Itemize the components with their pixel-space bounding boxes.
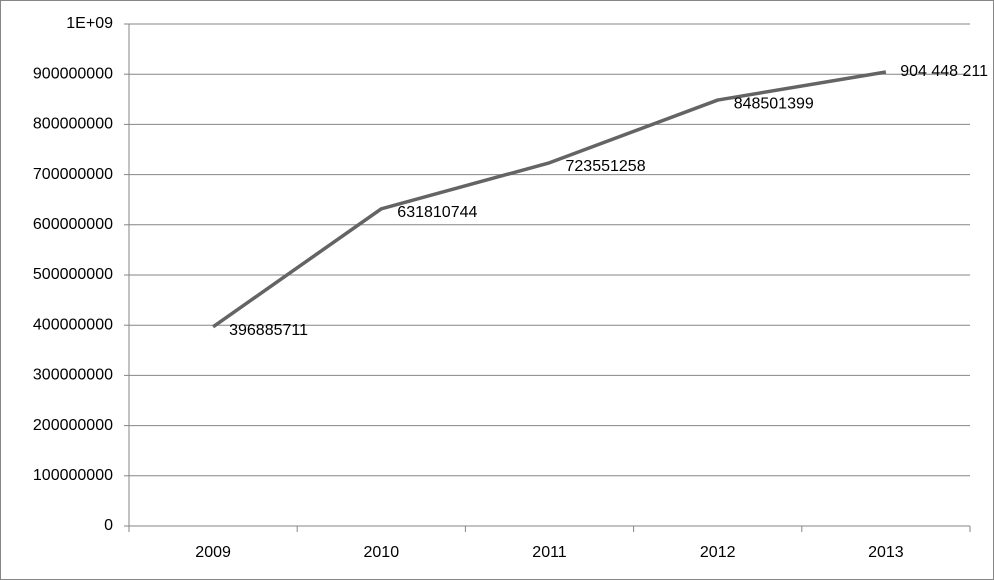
x-tick-label: 2013 (868, 544, 904, 561)
x-tick-label: 2009 (195, 544, 231, 561)
y-tick-label: 800000000 (33, 116, 113, 133)
y-tick-label: 200000000 (33, 417, 113, 434)
y-tick-label: 1E+09 (66, 15, 113, 32)
y-tick-label: 700000000 (33, 166, 113, 183)
y-tick-label: 600000000 (33, 216, 113, 233)
data-label: 848501399 (734, 95, 814, 112)
data-line (212, 70, 887, 329)
y-tick-label: 0 (104, 517, 113, 534)
x-tick-label: 2011 (532, 544, 567, 561)
data-label: 723551258 (566, 158, 646, 175)
data-label: 631810744 (397, 204, 477, 221)
data-label: 904 448 211 (900, 63, 988, 80)
data-label: 396885711 (229, 322, 308, 339)
y-tick-label: 500000000 (33, 266, 113, 283)
y-tick-label: 900000000 (33, 65, 113, 82)
y-tick-label: 400000000 (33, 316, 113, 333)
x-tick-label: 2010 (364, 544, 400, 561)
y-tick-label: 300000000 (33, 367, 113, 384)
y-tick-label: 100000000 (33, 467, 113, 484)
x-tick-label: 2012 (700, 544, 736, 561)
